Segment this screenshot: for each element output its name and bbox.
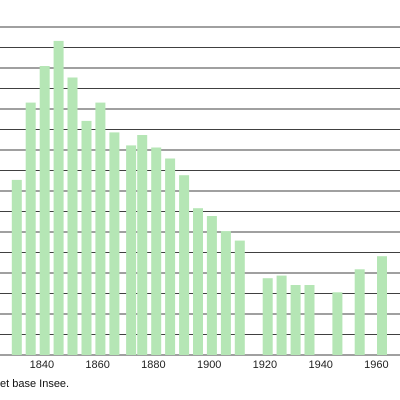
bar-1872 — [126, 145, 137, 355]
bar-1891 — [179, 175, 190, 355]
x-tick-label-1880: 1880 — [141, 359, 165, 371]
x-tick-label-1920: 1920 — [253, 359, 277, 371]
bar-1921 — [262, 278, 273, 355]
bar-1861 — [95, 102, 106, 355]
bar-1962 — [377, 256, 387, 355]
bar-1881 — [151, 147, 162, 355]
bar-1896 — [193, 208, 203, 355]
bar-1911 — [234, 240, 245, 355]
bar-1851 — [67, 77, 78, 355]
bar-1866 — [109, 132, 120, 355]
bar-1926 — [276, 275, 287, 355]
x-tick-label-1960: 1960 — [364, 359, 388, 371]
bar-1846 — [53, 40, 64, 356]
bar-1906 — [220, 231, 231, 355]
bar-1876 — [137, 135, 148, 355]
bar-1931 — [290, 285, 301, 355]
x-tick-label-1900: 1900 — [197, 359, 221, 371]
x-tick-label-1860: 1860 — [85, 359, 109, 371]
x-tick-label-1840: 1840 — [30, 359, 54, 371]
bar-1946 — [332, 292, 343, 355]
x-axis-tick-labels: 1840 1860 1880 1900 1920 1940 1960 — [30, 359, 389, 371]
bar-1841 — [39, 66, 50, 355]
bar-1831 — [11, 179, 22, 355]
bar-1954 — [354, 269, 365, 355]
bar-1836 — [25, 102, 36, 355]
source-note: et base Insee. — [0, 378, 70, 390]
bar-1856 — [81, 120, 92, 356]
bar-1936 — [304, 285, 315, 355]
bar-1886 — [165, 158, 176, 355]
x-tick-label-1940: 1940 — [308, 359, 332, 371]
bars — [11, 40, 387, 356]
bar-1901 — [206, 216, 217, 355]
